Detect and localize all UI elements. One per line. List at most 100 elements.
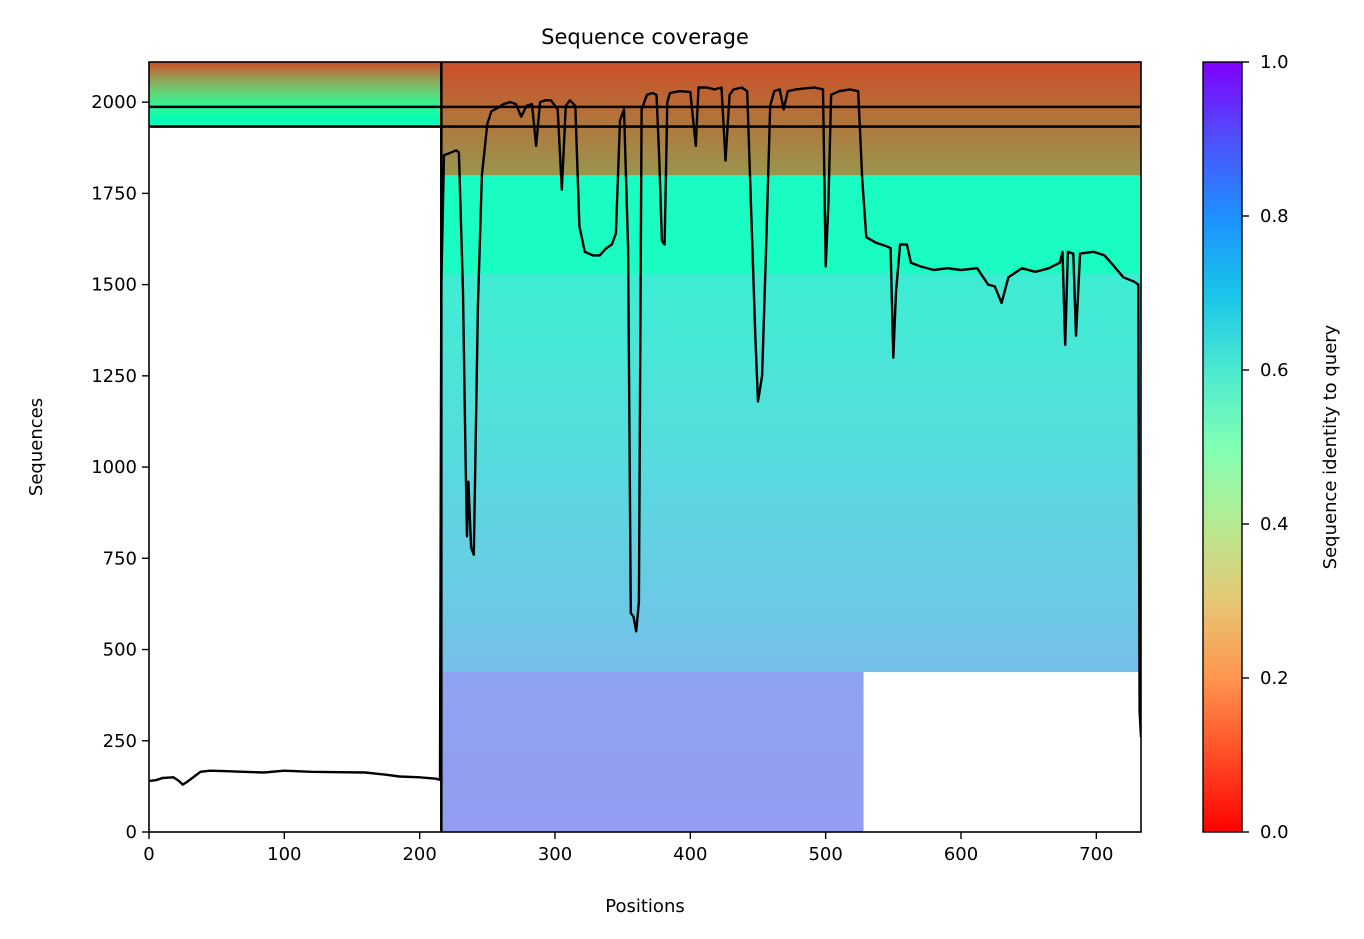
y-tick-label: 1250 [91, 366, 137, 387]
coverage-region-0 [149, 62, 442, 128]
coverage-band [441, 654, 1141, 673]
coverage-band [441, 156, 1141, 162]
coverage-band [149, 110, 442, 114]
coverage-band [441, 269, 1141, 275]
coverage-band [441, 165, 1141, 172]
coverage-band [149, 94, 442, 98]
coverage-band [441, 257, 1141, 262]
coverage-band [149, 78, 442, 82]
coverage-band [441, 160, 1141, 167]
coverage-band [441, 261, 1141, 267]
coverage-band [441, 127, 1141, 134]
coverage-band [441, 791, 864, 800]
coverage-band [441, 718, 864, 726]
coverage-band [149, 96, 442, 101]
coverage-region-4 [441, 671, 864, 832]
coverage-band [441, 187, 1141, 193]
coverage-band [441, 538, 1141, 557]
coverage-band [441, 76, 1141, 82]
coverage-band [149, 86, 442, 90]
coverage-band [441, 422, 1141, 440]
coverage-band [149, 72, 442, 77]
coverage-band [441, 439, 1141, 457]
coverage-band [441, 183, 1141, 189]
coverage-band [441, 137, 1141, 143]
coverage-band [441, 142, 1141, 148]
colorbar-tick-label: 0.0 [1260, 822, 1289, 843]
coverage-band [441, 825, 864, 832]
y-tick-label: 1750 [91, 183, 137, 204]
coverage-band [149, 121, 442, 125]
coverage-band [149, 102, 442, 106]
coverage-band [441, 179, 1141, 184]
x-tick-label: 200 [402, 844, 436, 865]
coverage-band [441, 273, 1141, 291]
coverage-band [441, 798, 864, 806]
coverage-band [149, 64, 442, 68]
chart-title: Sequence coverage [541, 25, 749, 49]
coverage-band [441, 765, 864, 773]
coverage-band [441, 240, 1141, 246]
coverage-band [441, 80, 1141, 87]
coverage-region-3 [441, 273, 1141, 673]
y-tick-label: 1000 [91, 457, 137, 478]
coverage-band [441, 698, 864, 706]
coverage-band [441, 811, 864, 820]
x-tick-label: 100 [267, 844, 301, 865]
coverage-band [441, 170, 1141, 176]
coverage-band [441, 175, 1141, 180]
coverage-band [149, 115, 442, 120]
coverage-band [441, 758, 864, 766]
colorbar-ticks: 0.0 0.2 0.4 0.6 0.8 1.0 [1242, 52, 1289, 843]
coverage-band [441, 203, 1141, 209]
coverage-band [441, 323, 1141, 341]
coverage-band [441, 621, 1141, 639]
coverage-band [441, 389, 1141, 407]
coverage-band [441, 290, 1141, 308]
coverage-band [441, 99, 1141, 106]
x-axis: 0 100 200 300 400 500 600 700 [143, 832, 1114, 865]
coverage-band [441, 236, 1141, 242]
coverage-band [441, 109, 1141, 115]
coverage-band [441, 228, 1141, 234]
coverage-band [441, 199, 1141, 205]
x-tick-label: 600 [944, 844, 978, 865]
coverage-band [441, 745, 864, 753]
coverage-band [441, 771, 864, 780]
colorbar [1202, 61, 1243, 833]
x-tick-label: 0 [143, 844, 154, 865]
x-tick-label: 700 [1079, 844, 1113, 865]
coverage-band [441, 62, 1141, 68]
coverage-band [441, 472, 1141, 490]
coverage-band [441, 522, 1141, 540]
coverage-band [149, 99, 442, 103]
coverage-band [441, 785, 864, 793]
y-tick-label: 1500 [91, 275, 137, 296]
coverage-band [149, 70, 442, 74]
x-tick-label: 300 [538, 844, 572, 865]
coverage-band [441, 224, 1141, 230]
coverage-region-2 [441, 175, 1141, 275]
coverage-band [149, 80, 442, 85]
coverage-band [441, 146, 1141, 153]
coverage-band [441, 373, 1141, 391]
coverage-band [149, 88, 442, 93]
y-tick-label: 0 [126, 822, 137, 843]
coverage-band [441, 265, 1141, 271]
y-tick-label: 750 [103, 548, 137, 569]
coverage-band [441, 805, 864, 813]
coverage-band [149, 67, 442, 71]
coverage-band [441, 738, 864, 746]
coverage-band [441, 195, 1141, 201]
coverage-band [441, 571, 1141, 590]
x-tick-label: 400 [673, 844, 707, 865]
coverage-band [149, 107, 442, 112]
coverage-region-1 [441, 62, 1141, 176]
colorbar-tick-label: 1.0 [1260, 52, 1289, 73]
coverage-band [441, 90, 1141, 96]
x-tick-label: 500 [808, 844, 842, 865]
coverage-band [149, 75, 442, 79]
coverage-band [441, 220, 1141, 225]
coverage-line-layer [149, 86, 1141, 786]
